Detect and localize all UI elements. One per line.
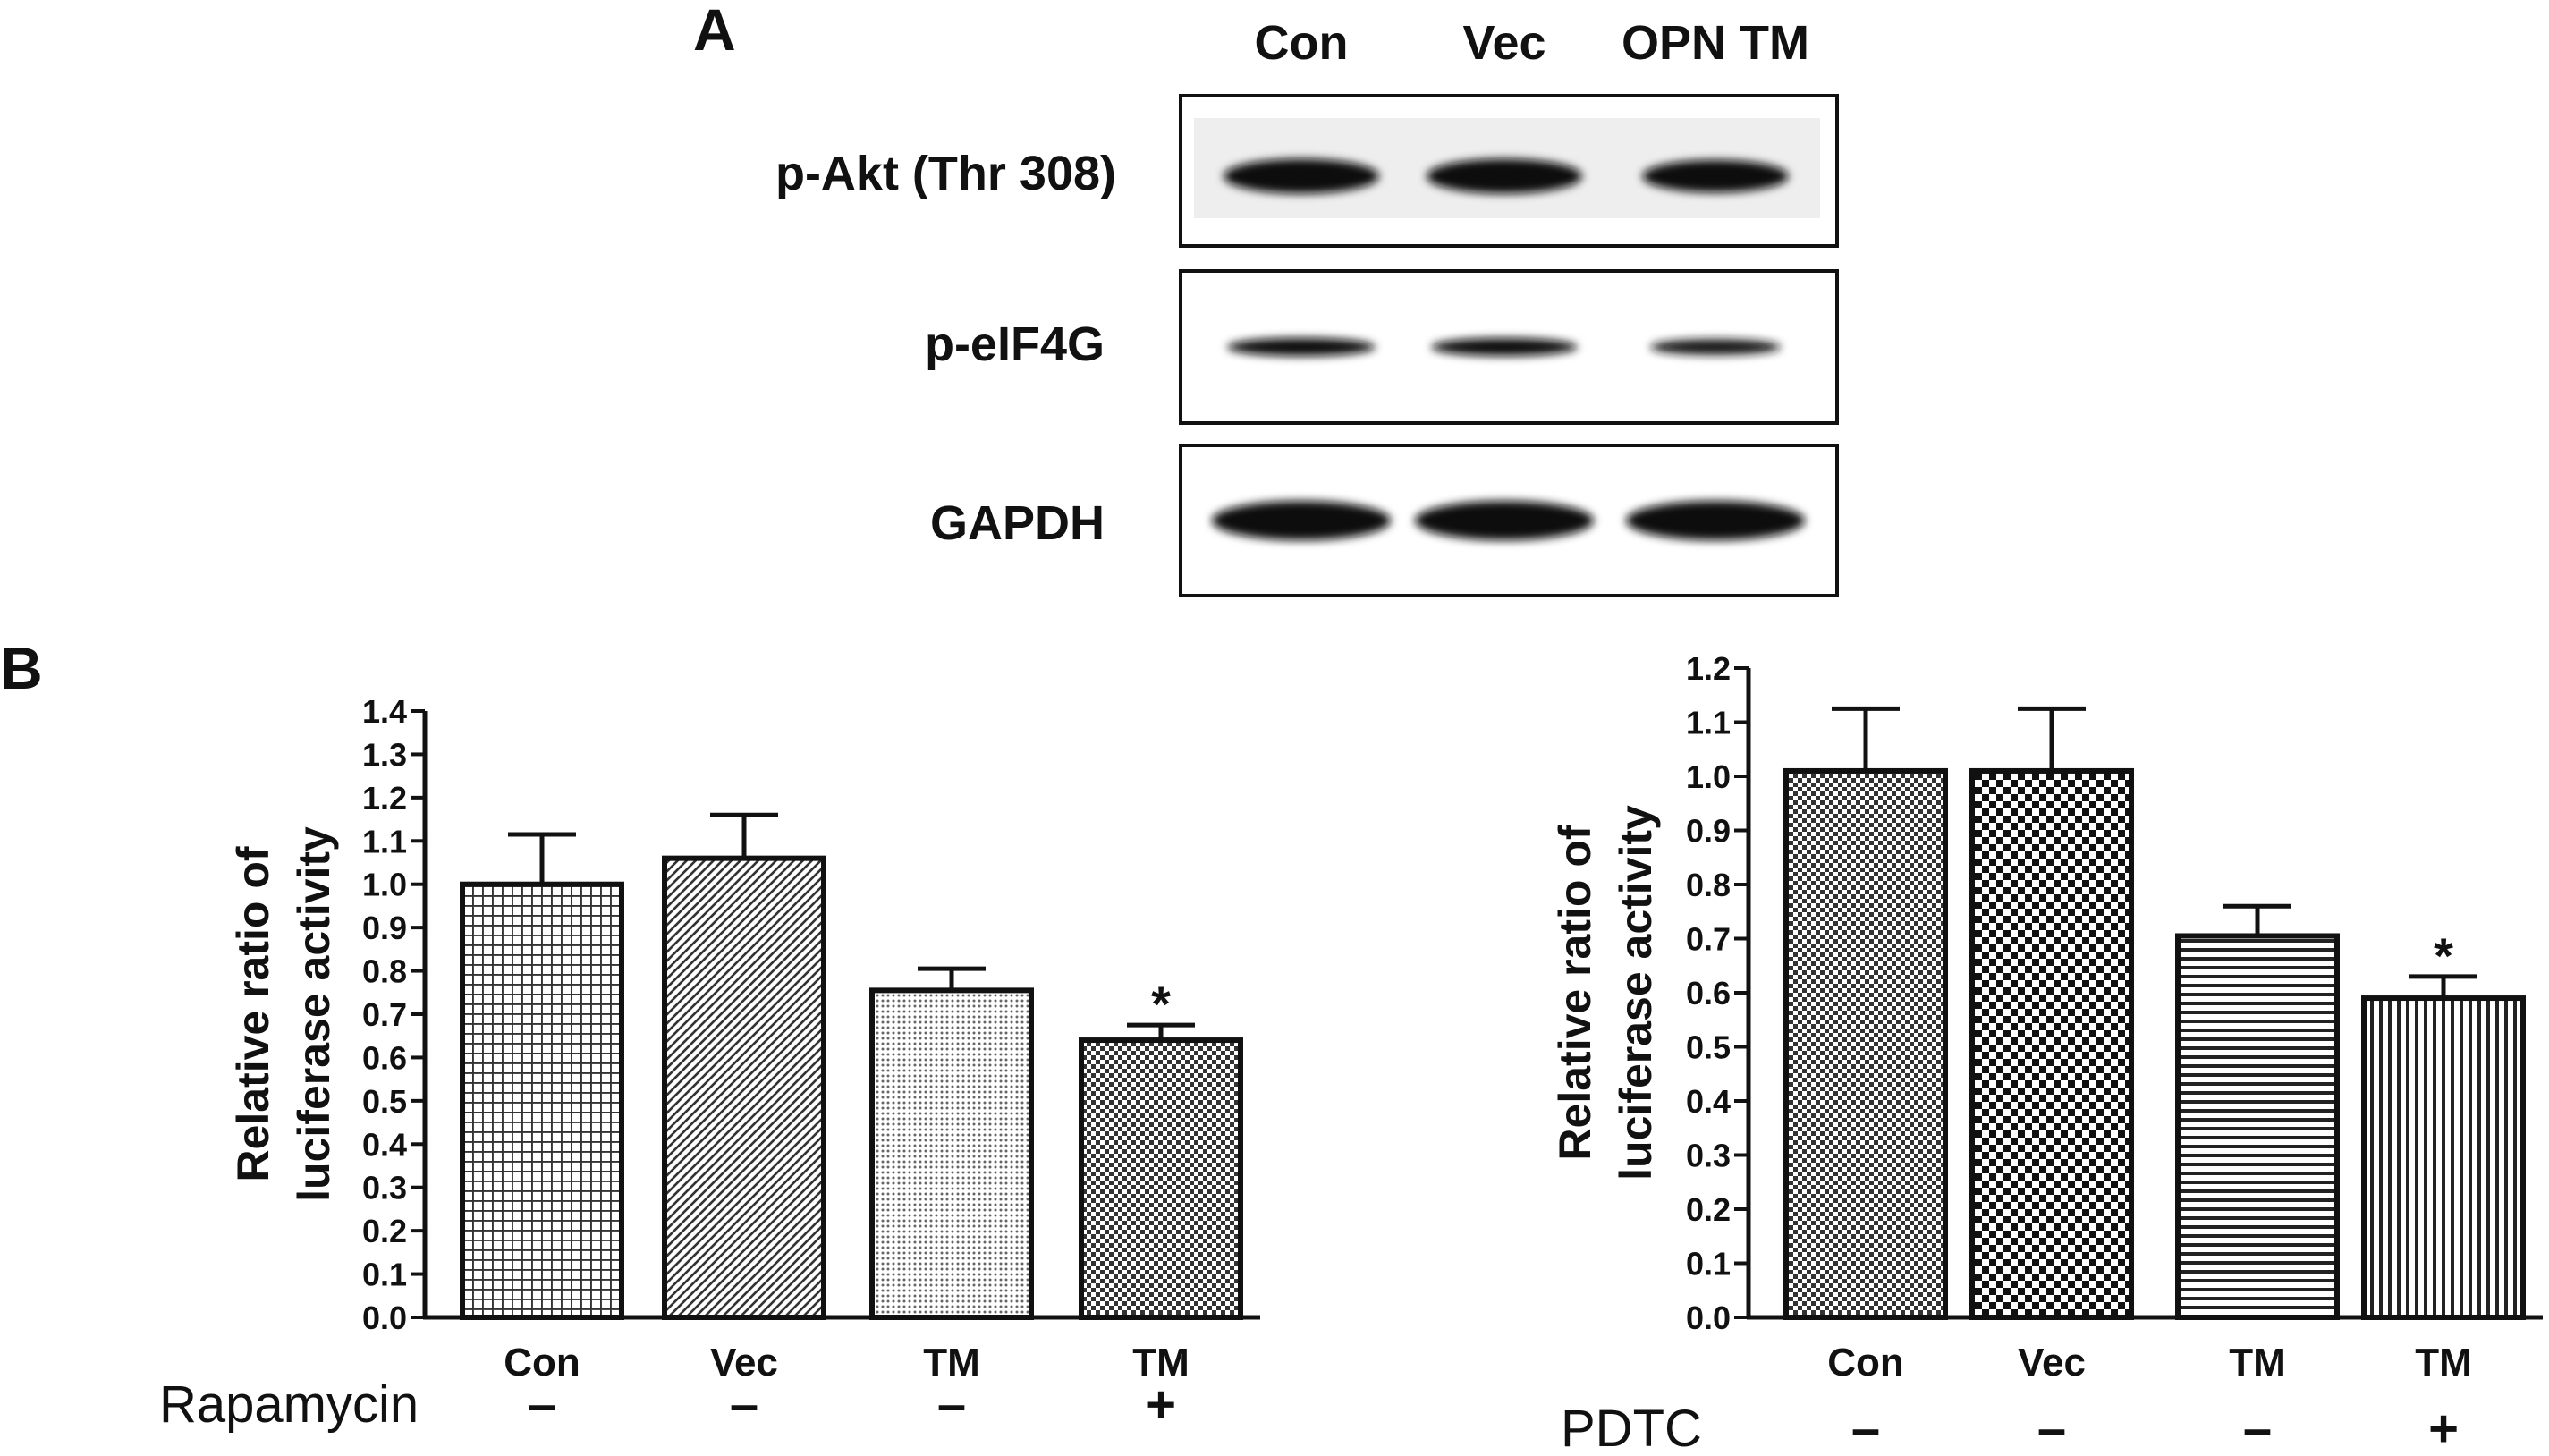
y-tick-label: 0.9: [1686, 813, 1731, 850]
condition-label: PDTC: [1561, 1400, 1702, 1456]
y-tick-label: 1.2: [362, 780, 407, 817]
y-tick-label: 0.5: [362, 1083, 407, 1120]
condition-value: –: [2243, 1400, 2272, 1456]
blot-label-gapdh: GAPDH: [930, 496, 1105, 550]
blot-band-1-1: [1431, 337, 1578, 357]
category-label: Con: [504, 1341, 580, 1384]
y-tick-label: 1.1: [1686, 705, 1731, 741]
y-tick-label: 0.9: [362, 910, 407, 946]
y-tick-label: 1.2: [1686, 650, 1731, 687]
condition-value: +: [2428, 1400, 2459, 1456]
y-tick-label: 0.0: [362, 1299, 407, 1336]
y-tick-label: 1.1: [362, 823, 407, 859]
y-tick-label: 0.5: [1686, 1029, 1731, 1066]
significance-marker: *: [1151, 976, 1171, 1032]
blot-band-0-0: [1224, 158, 1379, 194]
bar-1-2: [2175, 933, 2340, 1320]
y-tick-label: 1.0: [1686, 758, 1731, 795]
y-tick-label: 0.0: [1686, 1299, 1731, 1336]
y-axis-label: luciferase activity: [1611, 805, 1661, 1181]
chart-left: 0.0 0.1 0.2 0.3 0.4 0.5 0.6 0.7 0.8 0.9 1.0 1.1 1.2 1…: [159, 693, 1260, 1434]
bar-1-0: [1783, 767, 1948, 1320]
y-tick-label: 1.4: [362, 693, 407, 730]
bar-0-3: [1079, 1037, 1243, 1320]
blot-band-2-0: [1212, 501, 1391, 540]
y-tick-label: 0.2: [362, 1213, 407, 1249]
y-tick-label: 0.3: [362, 1170, 407, 1206]
panel-a-letter: A: [693, 0, 736, 63]
significance-marker: *: [2434, 927, 2453, 984]
blot-band-2-1: [1415, 501, 1594, 540]
y-tick-label: 0.1: [1686, 1246, 1731, 1282]
y-tick-label: 0.8: [1686, 867, 1731, 903]
bar-0-0: [460, 881, 624, 1320]
blot-band-2-2: [1626, 501, 1805, 540]
y-tick-label: 0.3: [1686, 1138, 1731, 1174]
condition-value: –: [2037, 1400, 2066, 1456]
blot-bands-p-akt: [1224, 158, 1789, 194]
condition-value: –: [528, 1376, 556, 1434]
bar-1-1: [1969, 767, 2134, 1320]
bar-0-2: [869, 987, 1034, 1320]
blot-label-p-akt: p-Akt (Thr 308): [775, 147, 1116, 200]
blot-label-p-eif4g: p-eIF4G: [925, 317, 1105, 371]
condition-label: Rapamycin: [159, 1376, 419, 1434]
lane-label-con: Con: [1255, 16, 1349, 70]
y-tick-label: 1.3: [362, 736, 407, 773]
blot-band-1-2: [1650, 339, 1781, 355]
y-tick-label: 1.0: [362, 867, 407, 903]
category-label: TM: [923, 1341, 980, 1384]
y-tick-label: 0.2: [1686, 1191, 1731, 1228]
category-label: Vec: [2018, 1341, 2086, 1384]
category-label: Vec: [710, 1341, 778, 1384]
category-label: TM: [2229, 1341, 2286, 1384]
y-tick-label: 0.4: [1686, 1083, 1731, 1120]
category-label: Con: [1827, 1341, 1904, 1384]
y-tick-label: 0.6: [362, 1039, 407, 1076]
lane-label-opn-tm: OPN TM: [1622, 16, 1809, 70]
y-axis-label: Relative ratio of: [228, 846, 278, 1181]
blot-bands-p-eif4g: [1227, 337, 1781, 357]
condition-value: –: [1851, 1400, 1880, 1456]
y-tick-label: 0.4: [362, 1126, 407, 1163]
condition-value: –: [937, 1376, 966, 1434]
blot-band-0-2: [1642, 159, 1789, 193]
y-tick-label: 0.1: [362, 1257, 407, 1293]
chart-right: 0.0 0.1 0.2 0.3 0.4 0.5 0.6 0.7 0.8 0.9 1.0 1.1 1.2 R…: [1550, 650, 2543, 1456]
condition-value: –: [730, 1376, 758, 1434]
y-axis-label: Relative ratio of: [1550, 825, 1600, 1160]
y-tick-label: 0.7: [362, 996, 407, 1033]
y-tick-label: 0.6: [1686, 975, 1731, 1012]
bar-0-1: [662, 855, 826, 1320]
category-label: TM: [1132, 1341, 1190, 1384]
y-axis-label: luciferase activity: [289, 826, 339, 1202]
y-tick-label: 0.7: [1686, 921, 1731, 958]
panel-b-letter: B: [0, 635, 43, 701]
blot-band-1-0: [1227, 337, 1376, 357]
lane-label-vec: Vec: [1462, 16, 1545, 70]
blot-band-0-1: [1427, 158, 1582, 194]
category-label: TM: [2415, 1341, 2472, 1384]
blot-bands-gapdh: [1212, 501, 1805, 540]
y-tick-label: 0.8: [362, 953, 407, 990]
condition-value: +: [1146, 1376, 1176, 1434]
bar-1-3: [2361, 995, 2526, 1321]
